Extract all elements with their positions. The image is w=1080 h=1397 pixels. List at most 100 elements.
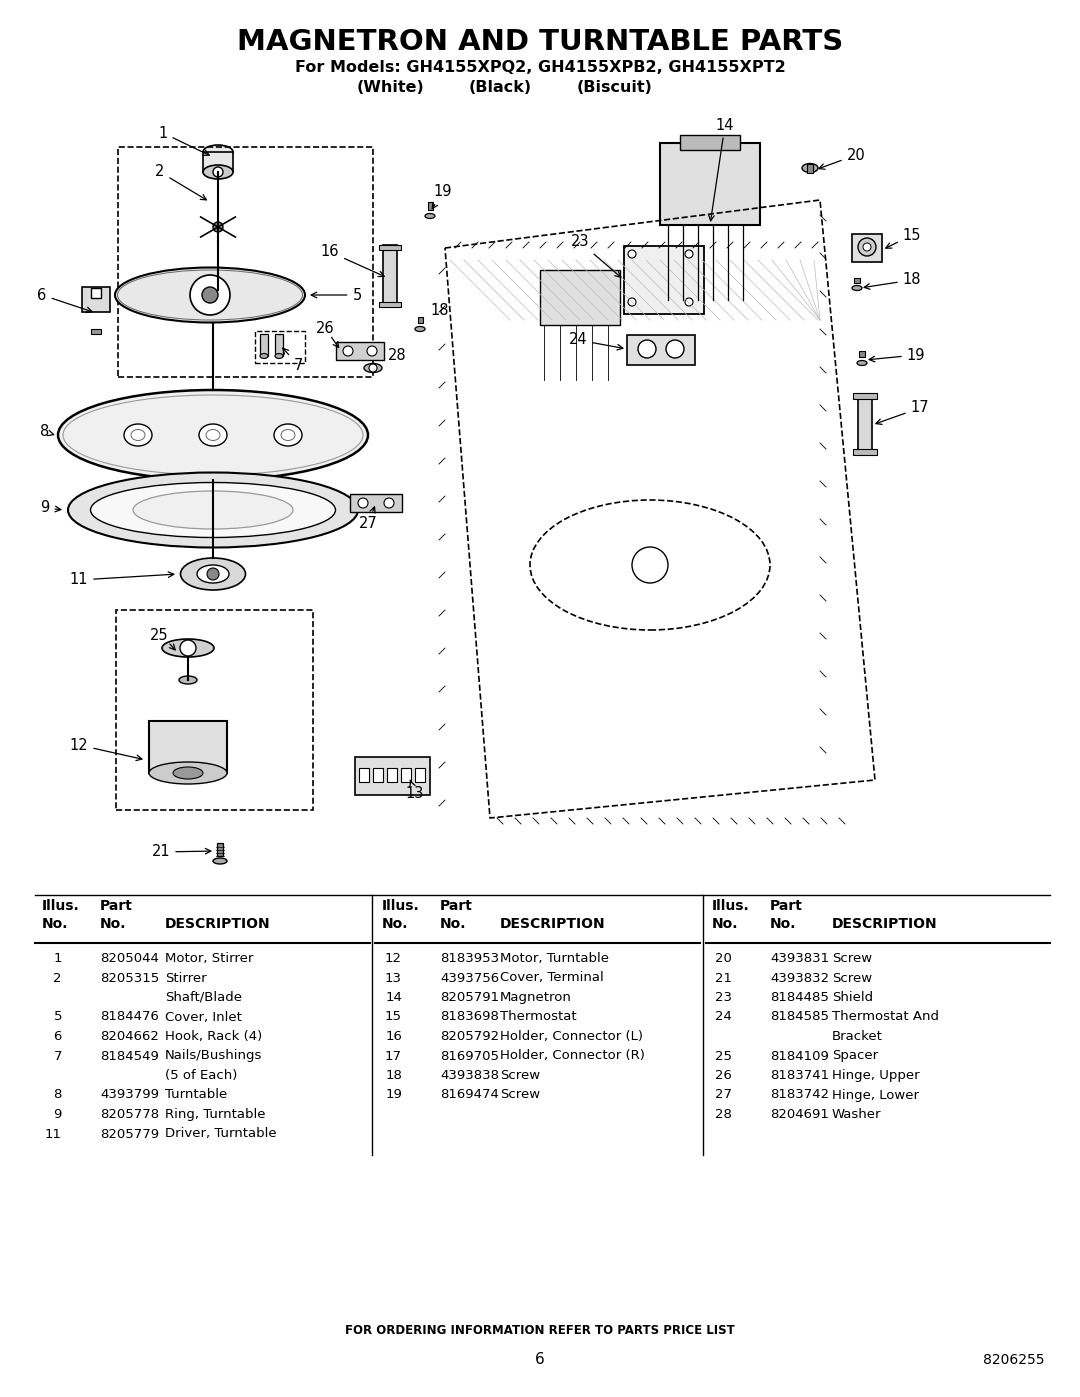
Text: Part: Part — [770, 900, 802, 914]
Text: 8205779: 8205779 — [100, 1127, 159, 1140]
Text: Driver, Turntable: Driver, Turntable — [165, 1127, 276, 1140]
Text: 5: 5 — [54, 1010, 62, 1024]
Bar — [260, 334, 268, 356]
Text: 12: 12 — [70, 738, 141, 760]
Bar — [858, 395, 872, 455]
Bar — [387, 768, 397, 782]
Text: 8205778: 8205778 — [100, 1108, 159, 1120]
Text: Holder, Connector (R): Holder, Connector (R) — [500, 1049, 645, 1063]
Bar — [359, 768, 369, 782]
Ellipse shape — [274, 425, 302, 446]
Ellipse shape — [149, 761, 227, 784]
Circle shape — [384, 497, 394, 509]
Circle shape — [357, 497, 368, 509]
Text: 25: 25 — [150, 629, 168, 643]
Ellipse shape — [260, 353, 268, 359]
Text: 8169705: 8169705 — [440, 1049, 499, 1063]
Text: Shaft/Blade: Shaft/Blade — [165, 990, 242, 1004]
Bar — [415, 768, 426, 782]
Text: 8204691: 8204691 — [770, 1108, 828, 1120]
Text: DESCRIPTION: DESCRIPTION — [500, 916, 606, 930]
Text: 27: 27 — [715, 1088, 732, 1101]
Text: 26: 26 — [316, 321, 335, 337]
Ellipse shape — [179, 676, 197, 685]
Text: 25: 25 — [715, 1049, 732, 1063]
Circle shape — [863, 243, 870, 251]
Ellipse shape — [162, 638, 214, 657]
Bar — [853, 393, 877, 400]
Text: Cover, Inlet: Cover, Inlet — [165, 1010, 242, 1024]
Bar — [336, 342, 384, 360]
Text: Spacer: Spacer — [832, 1049, 878, 1063]
Text: 8183698: 8183698 — [440, 1010, 499, 1024]
Text: 1: 1 — [159, 126, 210, 155]
Text: Illus.: Illus. — [42, 900, 80, 914]
Text: (Biscuit): (Biscuit) — [577, 81, 653, 95]
Text: 16: 16 — [321, 244, 384, 277]
Bar — [91, 288, 102, 298]
Text: 4393756: 4393756 — [440, 971, 499, 985]
Text: 13: 13 — [384, 971, 402, 985]
Circle shape — [627, 298, 636, 306]
Ellipse shape — [426, 214, 435, 218]
Ellipse shape — [858, 360, 867, 366]
Text: No.: No. — [382, 916, 408, 930]
Text: Thermostat: Thermostat — [500, 1010, 577, 1024]
Bar — [383, 244, 397, 307]
Text: Hinge, Lower: Hinge, Lower — [832, 1088, 919, 1101]
Bar — [854, 278, 860, 284]
Bar — [807, 163, 813, 173]
Text: 24: 24 — [715, 1010, 732, 1024]
Bar — [680, 136, 740, 149]
Ellipse shape — [58, 390, 368, 481]
Bar — [149, 721, 227, 773]
Bar — [853, 448, 877, 455]
Text: 15: 15 — [384, 1010, 402, 1024]
Circle shape — [685, 298, 693, 306]
Text: 7: 7 — [283, 348, 302, 373]
Text: 2: 2 — [156, 165, 206, 200]
Text: Hinge, Upper: Hinge, Upper — [832, 1069, 920, 1083]
Text: 4393831: 4393831 — [770, 951, 829, 965]
Text: 24: 24 — [569, 332, 623, 351]
Text: FOR ORDERING INFORMATION REFER TO PARTS PRICE LIST: FOR ORDERING INFORMATION REFER TO PARTS … — [346, 1323, 734, 1337]
Text: 4393832: 4393832 — [770, 971, 829, 985]
Text: Shield: Shield — [832, 990, 873, 1004]
Text: 8184109: 8184109 — [770, 1049, 828, 1063]
Text: No.: No. — [712, 916, 739, 930]
Text: Part: Part — [100, 900, 133, 914]
Bar — [540, 270, 620, 326]
Ellipse shape — [415, 327, 426, 331]
Circle shape — [213, 222, 222, 232]
Text: 17: 17 — [384, 1049, 402, 1063]
Bar — [624, 246, 704, 314]
Text: 7: 7 — [54, 1049, 62, 1063]
Text: Turntable: Turntable — [165, 1088, 227, 1101]
Text: Ring, Turntable: Ring, Turntable — [165, 1108, 266, 1120]
Text: Illus.: Illus. — [382, 900, 420, 914]
Bar — [379, 302, 401, 307]
Text: 27: 27 — [359, 507, 377, 531]
Text: 16: 16 — [386, 1030, 402, 1044]
Bar — [275, 334, 283, 356]
Bar — [379, 244, 401, 250]
Text: Cover, Terminal: Cover, Terminal — [500, 971, 604, 985]
Text: 19: 19 — [386, 1088, 402, 1101]
Bar — [350, 495, 402, 511]
Ellipse shape — [203, 165, 233, 179]
Bar — [118, 147, 373, 377]
Text: 4393838: 4393838 — [440, 1069, 499, 1083]
Text: 6: 6 — [54, 1030, 62, 1044]
Text: (5 of Each): (5 of Each) — [165, 1069, 238, 1083]
Circle shape — [180, 640, 195, 657]
Text: 11: 11 — [70, 571, 174, 588]
Text: 4393799: 4393799 — [100, 1088, 159, 1101]
Text: 9: 9 — [54, 1108, 62, 1120]
Text: DESCRIPTION: DESCRIPTION — [165, 916, 271, 930]
Text: 13: 13 — [406, 780, 424, 800]
Text: 15: 15 — [886, 228, 921, 249]
Text: 28: 28 — [715, 1108, 732, 1120]
Text: 6: 6 — [38, 288, 92, 313]
Text: 1: 1 — [54, 951, 62, 965]
Text: 18: 18 — [430, 303, 448, 319]
